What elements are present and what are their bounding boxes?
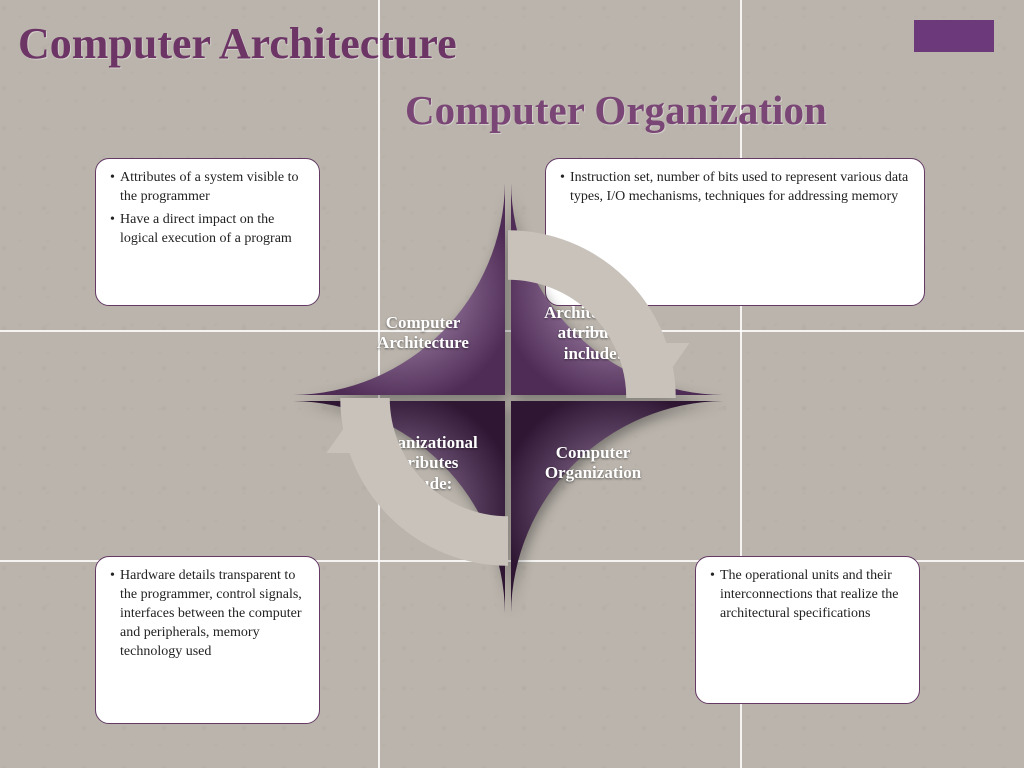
callout-bottom-left: Hardware details transparent to the prog…: [95, 556, 320, 724]
callout-item: Attributes of a system visible to the pr…: [110, 169, 307, 207]
title-architecture: Computer Architecture: [18, 18, 457, 69]
title-organization: Computer Organization: [405, 86, 827, 134]
callout-item: Have a direct impact on the logical exec…: [110, 211, 307, 249]
circle-diagram: Computer Architecture Architectural attr…: [288, 178, 728, 618]
callout-bottom-right: The operational units and their intercon…: [695, 556, 920, 704]
accent-rectangle: [914, 20, 994, 52]
callout-item: The operational units and their intercon…: [710, 567, 907, 624]
callout-item: Hardware details transparent to the prog…: [110, 567, 307, 661]
circle-svg: [288, 178, 728, 618]
callout-top-left: Attributes of a system visible to the pr…: [95, 158, 320, 306]
